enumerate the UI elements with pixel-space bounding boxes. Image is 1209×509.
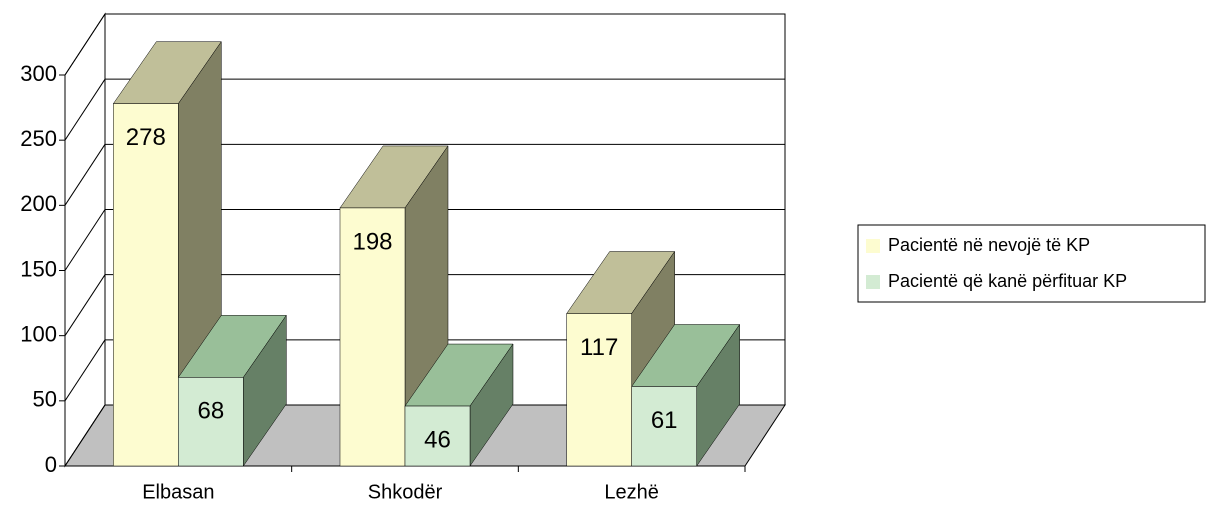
x-tick-label: Shkodër <box>368 481 443 503</box>
grid-line <box>64 404 106 467</box>
y-tick-label: 250 <box>20 126 57 151</box>
grid-line <box>64 144 106 206</box>
bar <box>339 207 406 467</box>
grid-line <box>64 13 106 76</box>
bar <box>404 405 471 467</box>
data-label: 61 <box>651 407 678 434</box>
x-tick-label: Elbasan <box>142 481 214 503</box>
bar <box>631 386 697 467</box>
data-label: 278 <box>126 124 166 151</box>
bar <box>178 377 244 467</box>
legend <box>857 224 1206 303</box>
grid-line <box>64 274 106 336</box>
y-tick-label: 200 <box>20 191 57 216</box>
y-tick-label: 150 <box>20 256 57 281</box>
bar <box>113 103 179 467</box>
legend-label: Pacientë në nevojë të KP <box>888 235 1090 255</box>
legend-swatch <box>866 275 880 289</box>
x-tick-label: Lezhë <box>604 481 659 503</box>
y-tick-label: 100 <box>20 321 57 346</box>
data-label: 46 <box>424 426 451 453</box>
grid-line <box>64 209 106 271</box>
grid-line <box>64 78 106 141</box>
bar <box>566 313 632 467</box>
grid-line <box>64 339 106 402</box>
legend-label: Pacientë që kanë përfituar KP <box>888 271 1127 291</box>
y-tick-label: 50 <box>33 387 57 412</box>
data-label: 198 <box>352 228 392 255</box>
y-tick-label: 300 <box>20 61 57 86</box>
legend-swatch <box>866 239 880 253</box>
data-label: 68 <box>197 398 224 425</box>
y-tick-label: 0 <box>45 452 57 477</box>
data-label: 117 <box>580 334 618 361</box>
